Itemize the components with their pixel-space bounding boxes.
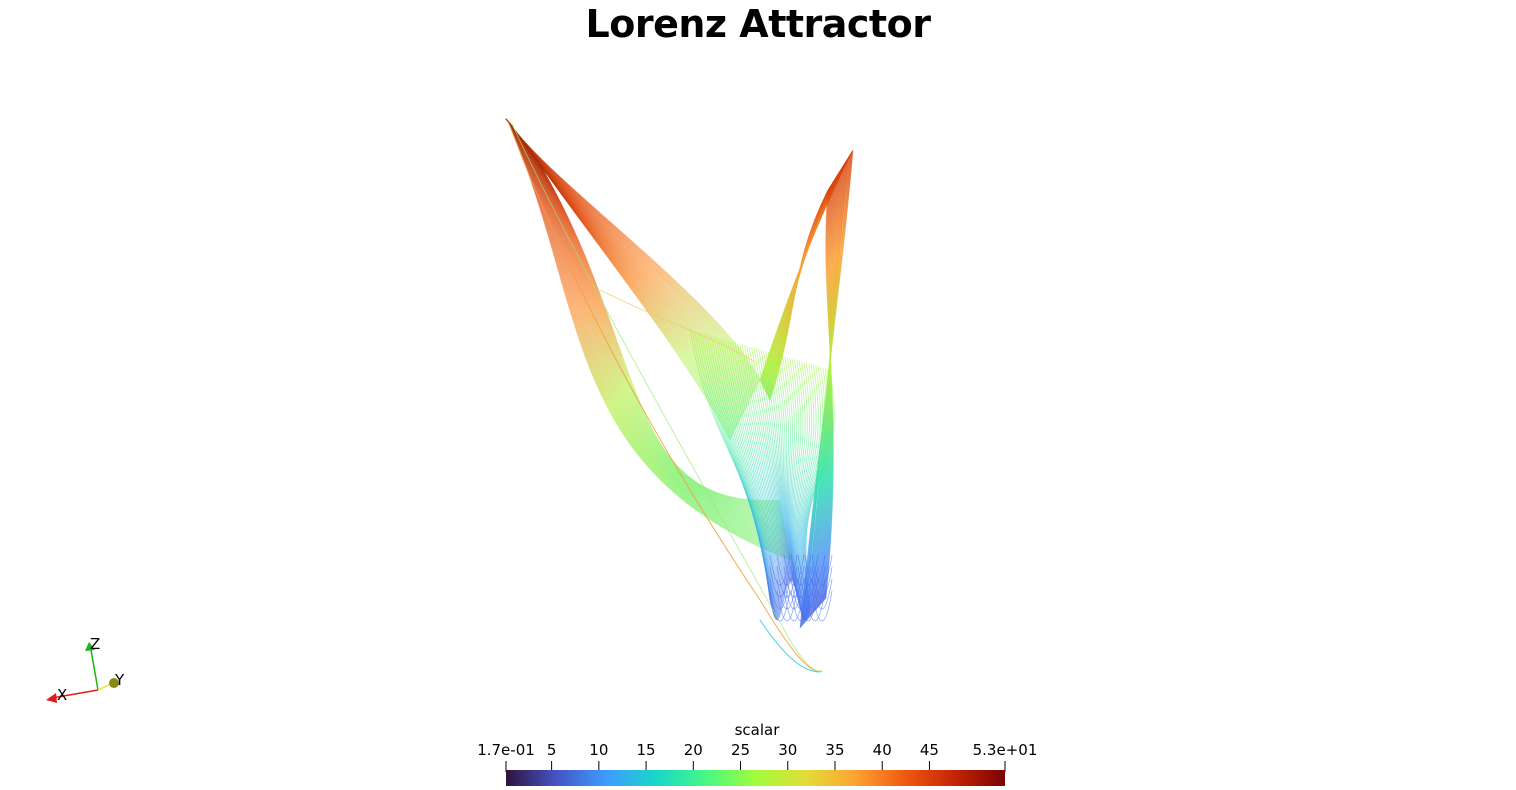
colorbar-tick-label-5: 5 bbox=[547, 741, 557, 759]
z-axis-label: Z bbox=[90, 635, 100, 653]
colorbar-tick-label-25: 25 bbox=[731, 741, 750, 759]
colorbar-tick-label-10: 10 bbox=[589, 741, 608, 759]
x-axis-arrow-icon bbox=[46, 693, 57, 703]
colorbar-tick-label-40: 40 bbox=[873, 741, 892, 759]
y-axis-label: Y bbox=[114, 671, 125, 689]
colorbar-tick-label-30: 30 bbox=[778, 741, 797, 759]
colorbar-tick-label-20: 20 bbox=[684, 741, 703, 759]
colorbar-tick-label-35: 35 bbox=[825, 741, 844, 759]
colorbar-tick-label-45: 45 bbox=[920, 741, 939, 759]
colorbar-title: scalar bbox=[735, 721, 781, 739]
y-axis-line bbox=[97, 683, 112, 691]
colorbar-min-label: 1.7e-01 bbox=[477, 741, 535, 759]
colorbar-gradient bbox=[506, 770, 1005, 786]
x-axis-line bbox=[51, 689, 99, 699]
plot-title: Lorenz Attractor bbox=[585, 2, 931, 46]
y-axis-arrow-icon bbox=[109, 678, 119, 688]
attractor-trajectory bbox=[505, 118, 854, 673]
x-axis-label: X bbox=[57, 686, 67, 704]
colorbar-max-label: 5.3e+01 bbox=[973, 741, 1038, 759]
z-axis-line bbox=[90, 649, 99, 691]
z-axis-arrow-icon bbox=[85, 642, 95, 651]
colorbar-tick-label-15: 15 bbox=[637, 741, 656, 759]
orientation-axes[interactable]: X Y Z bbox=[0, 0, 200, 790]
lorenz-attractor-render[interactable] bbox=[0, 0, 1516, 710]
